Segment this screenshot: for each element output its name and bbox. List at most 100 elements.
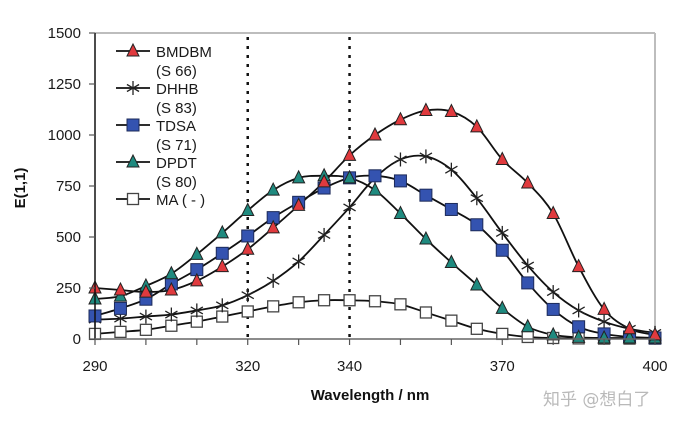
data-point [470,191,484,206]
data-point [520,318,535,333]
data-point [368,295,382,308]
data-point [240,241,255,255]
data-point [292,254,306,269]
y-tick-label: 0 [73,331,81,348]
data-point [622,329,637,344]
y-tick-label: 1500 [48,25,81,42]
data-point [419,188,433,202]
data-point [470,118,484,133]
data-point [343,200,356,215]
data-point [240,202,255,216]
y-tick-label: 250 [56,280,81,297]
legend-label: TDSA [156,118,196,135]
data-point [190,246,204,260]
data-point [520,174,535,189]
x-ticks: 290 320 340 370 400 [82,339,668,375]
y-ticks: 0 250 500 750 1000 1250 1500 [48,25,95,348]
data-point [165,319,178,332]
legend-item: MA ( - ) [116,192,205,209]
y-axis-title: E(1,1) [12,168,29,209]
legend-sublabel: (S 80) [156,174,197,191]
legend-marker-icon [126,81,140,95]
x-tick-label: 340 [337,358,362,375]
x-tick-label: 370 [490,358,515,375]
y-tick-label: 1000 [48,127,81,144]
data-point [190,315,203,328]
data-point [139,309,153,324]
data-point [368,169,382,183]
legend: BMDBM (S 66)DHHB (S 83)TDSA (S 71)DPDT (S 80… [116,42,212,209]
legend-item: TDSA (S 71) [116,118,197,154]
legend-item: DHHB (S 83) [116,81,199,117]
legend-marker-icon [126,118,140,132]
series-points-bmdbm [88,102,662,341]
legend-label: MA ( - ) [156,192,205,209]
data-point [470,322,483,335]
data-point [164,265,179,280]
data-point [292,296,305,309]
data-point [495,243,509,257]
data-point [266,219,280,234]
legend-marker-icon [126,42,140,57]
data-point [113,301,127,315]
data-point [190,303,204,318]
data-point [571,258,586,273]
data-point [215,246,229,260]
data-point [267,300,280,313]
data-point [368,181,382,196]
data-point [342,147,357,161]
data-point [419,306,433,319]
data-point [241,305,254,318]
x-tick-label: 290 [82,358,107,375]
legend-sublabel: (S 71) [156,137,197,154]
legend-label: DPDT [156,155,197,172]
data-point [496,327,509,341]
data-point [394,152,407,167]
x-tick-label: 400 [642,358,667,375]
data-point [317,294,331,307]
data-point [266,181,280,196]
data-point [393,111,408,126]
data-point [419,149,433,164]
x-tick-label: 320 [235,358,260,375]
data-point [215,224,230,239]
data-point [164,307,178,322]
data-point [470,218,484,232]
data-point [444,202,458,216]
data-point [114,325,127,339]
data-point [546,205,560,220]
data-point [445,314,458,327]
data-point [113,281,128,296]
y-tick-label: 500 [56,229,81,246]
data-point [521,276,535,290]
data-point [419,102,433,117]
data-point [139,323,153,336]
data-point [266,273,280,288]
legend-marker-icon [126,153,140,168]
data-point [470,276,484,291]
data-point [215,258,230,273]
data-point [546,302,560,316]
data-point [572,303,586,318]
data-point [291,197,306,211]
data-point [317,173,331,188]
data-point [393,174,407,188]
data-point [342,169,357,184]
legend-item: DPDT (S 80) [116,153,197,191]
data-point [190,272,204,287]
legend-sublabel: (S 66) [156,63,197,80]
data-point [597,314,611,329]
data-point [444,162,458,177]
data-point [444,254,459,268]
data-point [521,330,534,344]
data-point [495,225,509,240]
data-point [419,230,433,245]
legend-label: DHHB [156,81,199,98]
data-point [394,298,407,311]
legend-sublabel: (S 83) [156,100,197,117]
data-point [495,300,510,314]
legend-item: BMDBM (S 66) [116,42,212,80]
data-point [343,294,356,307]
data-point [393,205,408,220]
